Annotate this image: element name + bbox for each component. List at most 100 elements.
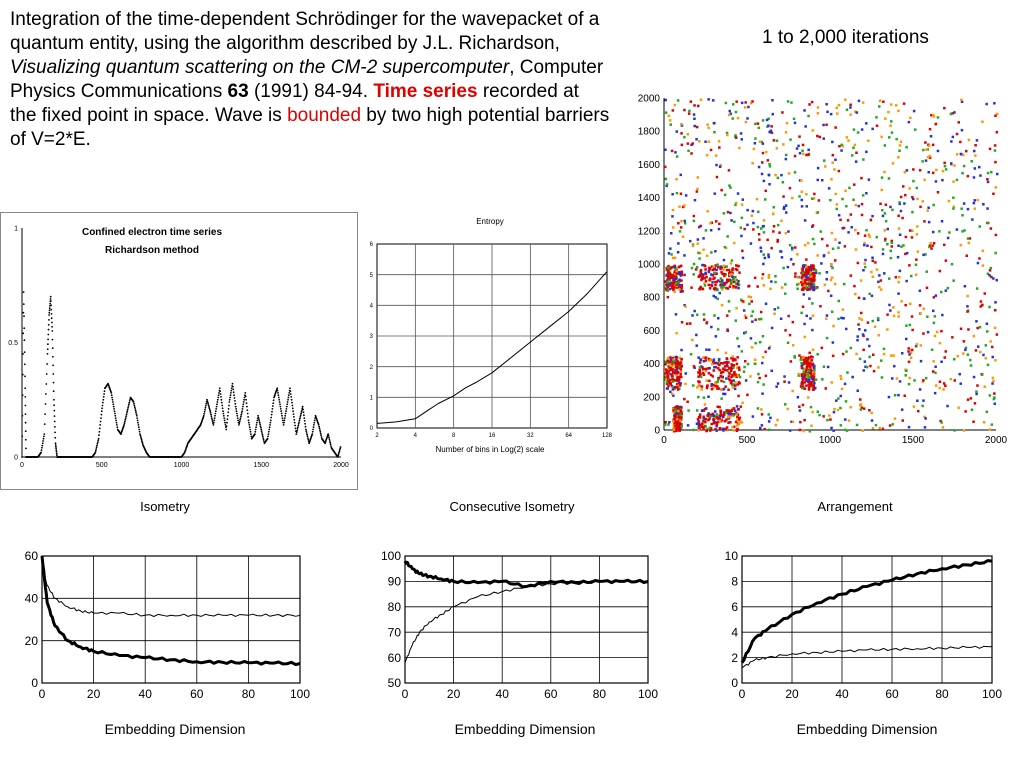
- timeseries-point: [21, 456, 23, 458]
- recurrence-point: [863, 234, 867, 237]
- timeseries-point: [135, 414, 138, 417]
- recurrence-point: [782, 207, 786, 210]
- consecutive-isometry-x-tick-label: 20: [447, 687, 461, 701]
- timeseries-point: [40, 451, 42, 454]
- recurrence-point: [901, 216, 904, 220]
- recurrence-point: [789, 360, 793, 363]
- recurrence-y-tick-label: 1400: [638, 193, 661, 204]
- recurrence-point: [966, 294, 969, 298]
- recurrence-point: [736, 337, 739, 340]
- recurrence-point: [815, 286, 818, 290]
- recurrence-point: [801, 275, 804, 278]
- recurrence-point: [784, 283, 787, 286]
- recurrence-point: [671, 356, 675, 360]
- recurrence-point: [678, 407, 681, 410]
- timeseries-point: [260, 428, 263, 431]
- recurrence-point: [734, 110, 738, 114]
- timeseries-point: [298, 421, 300, 423]
- recurrence-point: [950, 140, 953, 143]
- recurrence-point: [671, 286, 674, 290]
- entropy-chart: Entropy Number of bins in Log(2) scale 2…: [370, 217, 613, 454]
- recurrence-point: [987, 221, 990, 225]
- recurrence-point: [832, 429, 835, 432]
- recurrence-point: [771, 99, 774, 102]
- recurrence-point: [812, 283, 816, 286]
- recurrence-point: [708, 348, 711, 351]
- timeseries-point: [279, 403, 281, 406]
- recurrence-point: [809, 368, 813, 371]
- recurrence-point: [810, 265, 814, 268]
- timeseries-point: [112, 405, 115, 408]
- recurrence-point: [760, 227, 763, 230]
- timeseries-point: [133, 402, 135, 405]
- recurrence-point: [738, 271, 741, 274]
- recurrence-point: [711, 375, 714, 378]
- recurrence-point: [729, 411, 732, 414]
- recurrence-point: [737, 394, 740, 398]
- recurrence-point: [680, 143, 684, 147]
- recurrence-point: [729, 413, 732, 416]
- recurrence-point: [874, 423, 878, 427]
- timeseries-point: [327, 434, 330, 437]
- recurrence-point: [889, 124, 892, 127]
- recurrence-point: [712, 422, 715, 425]
- recurrence-point: [903, 202, 906, 205]
- recurrence-point: [811, 302, 814, 305]
- recurrence-point: [668, 421, 671, 424]
- recurrence-point: [939, 419, 942, 423]
- recurrence-point: [736, 356, 739, 359]
- recurrence-point: [721, 388, 724, 391]
- timeseries-point: [293, 421, 296, 424]
- recurrence-point: [960, 98, 963, 102]
- recurrence-point: [680, 271, 683, 275]
- recurrence-point: [731, 373, 734, 377]
- recurrence-point: [697, 375, 700, 378]
- timeseries-point: [123, 424, 125, 426]
- recurrence-point: [966, 237, 970, 240]
- timeseries-point: [237, 419, 240, 422]
- recurrence-point: [949, 112, 953, 116]
- recurrence-point: [725, 426, 729, 429]
- timeseries-point: [250, 433, 252, 435]
- recurrence-point: [740, 421, 744, 424]
- recurrence-point: [697, 395, 700, 399]
- recurrence-point: [978, 165, 981, 169]
- recurrence-point: [886, 227, 889, 231]
- recurrence-point: [870, 245, 873, 249]
- recurrence-point: [926, 209, 929, 212]
- recurrence-point: [923, 178, 926, 182]
- recurrence-point: [990, 170, 993, 174]
- timeseries-point: [209, 410, 212, 413]
- recurrence-point: [922, 253, 925, 257]
- recurrence-point: [680, 123, 683, 126]
- recurrence-point: [976, 261, 980, 265]
- recurrence-point: [734, 409, 737, 413]
- recurrence-point: [664, 165, 667, 169]
- recurrence-point: [802, 152, 805, 156]
- recurrence-point: [803, 282, 806, 285]
- recurrence-point: [899, 140, 903, 143]
- recurrence-point: [785, 121, 789, 125]
- recurrence-point: [674, 151, 677, 154]
- recurrence-point: [953, 379, 956, 382]
- recurrence-point: [751, 415, 755, 418]
- recurrence-point: [897, 315, 900, 318]
- recurrence-point: [708, 417, 711, 420]
- timeseries-point: [54, 426, 56, 428]
- recurrence-point: [883, 212, 887, 215]
- recurrence-point: [774, 280, 777, 284]
- recurrence-point: [835, 203, 839, 206]
- recurrence-point: [698, 413, 702, 416]
- recurrence-point: [757, 372, 760, 376]
- timeseries-point: [45, 373, 48, 375]
- recurrence-point: [903, 394, 906, 397]
- recurrence-point: [809, 317, 812, 320]
- recurrence-point: [691, 142, 694, 145]
- recurrence-point: [676, 405, 679, 408]
- recurrence-point: [776, 176, 780, 180]
- recurrence-point: [881, 214, 885, 218]
- recurrence-point: [705, 254, 709, 257]
- recurrence-point: [899, 209, 903, 213]
- timeseries-point: [46, 348, 49, 350]
- recurrence-point: [680, 424, 683, 428]
